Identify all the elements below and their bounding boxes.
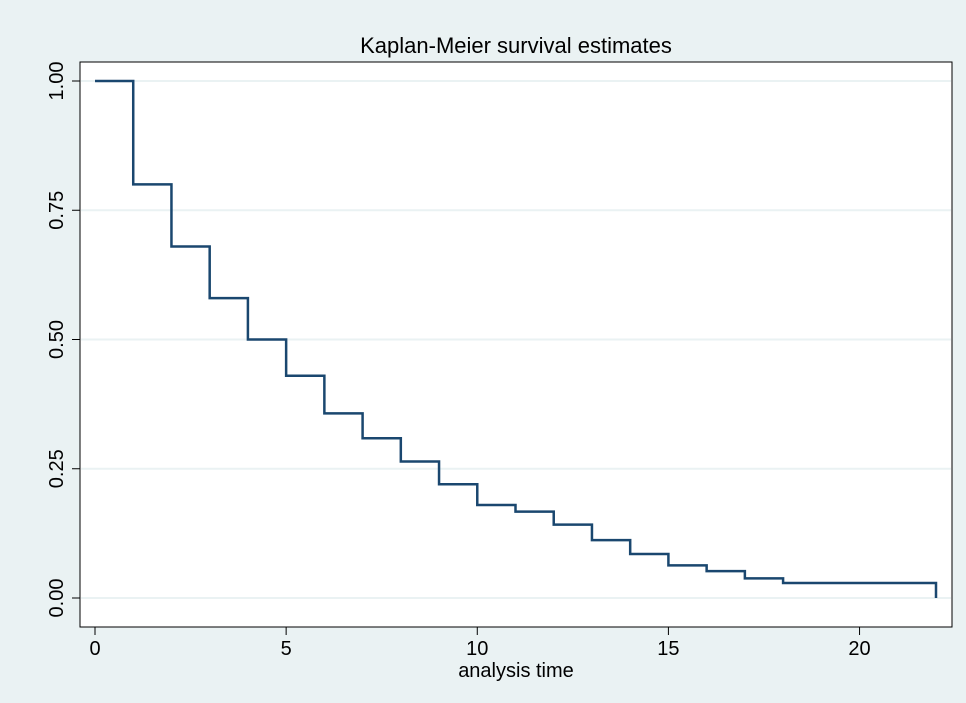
plot-area — [79, 61, 953, 628]
x-tick-label: 15 — [657, 638, 679, 660]
y-tick-label: 0.75 — [46, 191, 68, 230]
x-axis-title: analysis time — [458, 660, 574, 682]
y-tick-label: 0.50 — [46, 320, 68, 359]
x-tick-label: 20 — [848, 638, 870, 660]
y-tick-label: 0.25 — [46, 449, 68, 488]
x-tick-label: 0 — [89, 638, 100, 660]
y-tick-label: 0.00 — [46, 579, 68, 618]
axes: 0.00 0.25 0.50 0.75 1.00 0 5 10 15 20 — [46, 62, 952, 660]
series-group — [94, 79, 938, 599]
chart-title: Kaplan-Meier survival estimates — [360, 33, 672, 58]
survival-step-line — [95, 79, 938, 598]
y-tick-label: 1.00 — [46, 62, 68, 101]
gridlines — [81, 80, 951, 599]
x-tick-label: 10 — [466, 638, 488, 660]
x-tick-label: 5 — [281, 638, 292, 660]
